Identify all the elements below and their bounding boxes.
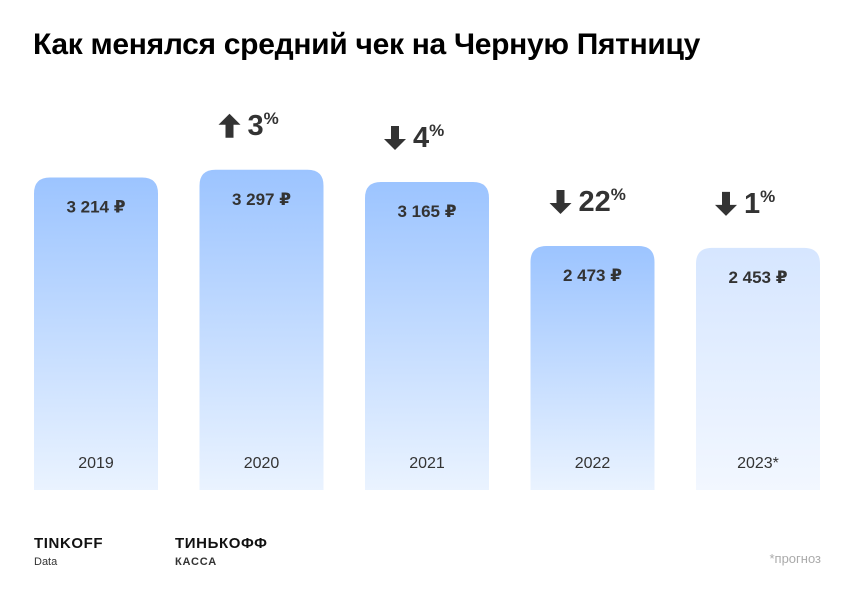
value-label: 3 214 ₽ bbox=[66, 197, 125, 216]
percent-sign: % bbox=[429, 121, 444, 140]
brand-subtitle: КАССА bbox=[175, 556, 217, 568]
category-label: 2019 bbox=[78, 455, 114, 472]
bar bbox=[696, 247, 820, 490]
percent-sign: % bbox=[264, 109, 279, 128]
bar bbox=[34, 177, 158, 490]
change-percent: 4% bbox=[413, 121, 444, 154]
bar bbox=[530, 246, 655, 490]
category-label: 2023* bbox=[737, 455, 779, 472]
category-label: 2021 bbox=[409, 455, 445, 472]
forecast-footnote: *прогноз bbox=[769, 551, 821, 566]
value-label: 3 297 ₽ bbox=[232, 190, 291, 209]
category-label: 2020 bbox=[244, 455, 280, 472]
change-indicator: 1% bbox=[715, 187, 775, 220]
bar bbox=[365, 181, 489, 491]
value-label: 2 453 ₽ bbox=[728, 268, 787, 287]
arrow-down-icon bbox=[384, 125, 406, 150]
arrow-down-icon bbox=[549, 190, 572, 214]
tinkoff-kassa-logo: ТИНЬКОФФ КАССА bbox=[175, 536, 268, 568]
change-indicator: 4% bbox=[384, 121, 444, 154]
percent-sign: % bbox=[760, 187, 775, 206]
brand-name: ТИНЬКОФФ bbox=[175, 535, 268, 552]
value-label: 2 473 ₽ bbox=[563, 266, 622, 285]
brand-name: TINKOFF bbox=[34, 535, 104, 552]
change-indicator: 3% bbox=[218, 109, 279, 142]
percent-sign: % bbox=[611, 185, 626, 204]
change-percent: 3% bbox=[248, 109, 279, 142]
tinkoff-data-logo: TINKOFF Data bbox=[34, 536, 103, 568]
arrow-up-icon bbox=[218, 113, 241, 138]
category-label: 2022 bbox=[575, 455, 611, 472]
value-label: 3 165 ₽ bbox=[397, 202, 456, 221]
arrow-down-icon bbox=[715, 191, 737, 216]
change-indicator: 22% bbox=[549, 185, 626, 218]
change-percent: 22% bbox=[579, 185, 626, 218]
brand-subtitle: Data bbox=[34, 556, 58, 568]
change-percent: 1% bbox=[744, 187, 775, 220]
chart-title: Как менялся средний чек на Черную Пятниц… bbox=[33, 28, 701, 61]
bar bbox=[199, 169, 324, 490]
